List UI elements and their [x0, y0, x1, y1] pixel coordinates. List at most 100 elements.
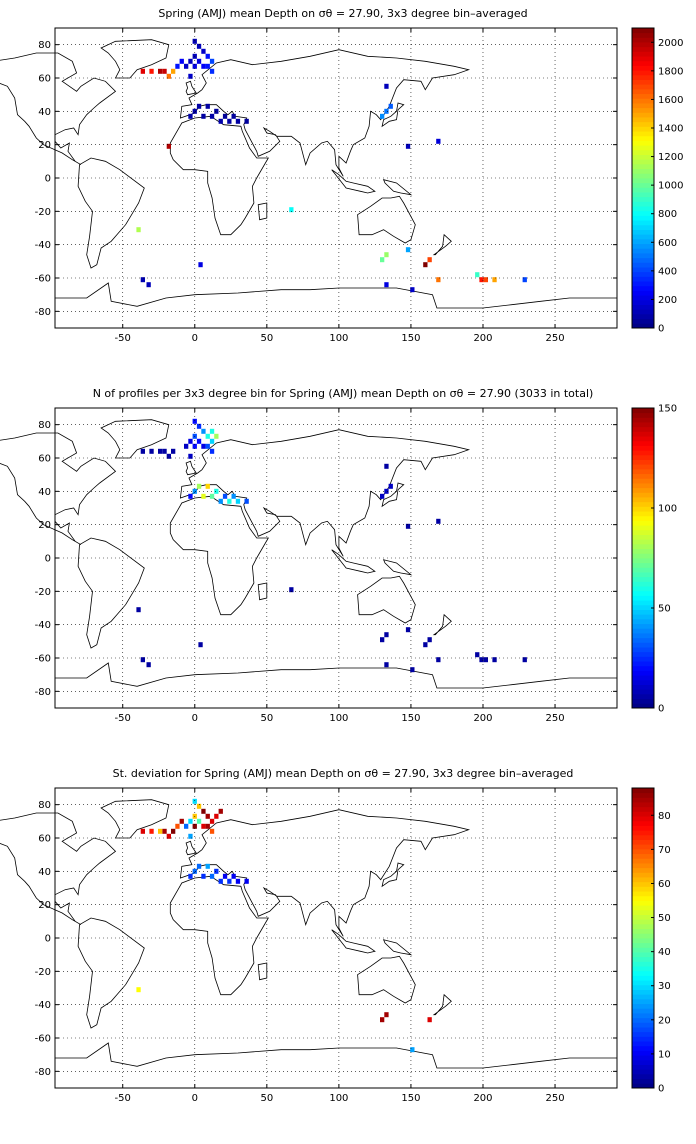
- colorbar-step: [632, 422, 654, 428]
- coastline-antarctica: [54, 1042, 618, 1089]
- data-cell: [423, 642, 428, 648]
- data-cell: [140, 657, 145, 663]
- data-cell: [149, 448, 154, 454]
- data-cell: [196, 43, 202, 49]
- colorbar-step: [632, 478, 654, 484]
- colorbar-step: [632, 679, 654, 685]
- colorbar-step: [632, 501, 654, 507]
- data-cell: [201, 443, 206, 449]
- y-tick-label: 20: [38, 520, 51, 531]
- coastline-japan: [381, 482, 405, 508]
- colorbar: 0 200 400 600 800 1000 1200 1400 1600 1800 2000: [631, 27, 683, 335]
- data-cell: [140, 448, 145, 454]
- data-cell: [479, 277, 484, 283]
- colorbar-tick-label: 50: [658, 913, 671, 924]
- colorbar-step: [632, 234, 654, 240]
- data-cell: [483, 657, 488, 663]
- data-cell: [201, 428, 206, 434]
- data-cell: [146, 282, 151, 288]
- data-cell: [222, 113, 228, 119]
- data-cell: [188, 873, 193, 879]
- data-cell: [188, 818, 193, 824]
- colorbar-step: [632, 604, 654, 610]
- data-cell: [201, 48, 206, 54]
- colorbar-step: [632, 1059, 654, 1065]
- colorbar-step: [632, 135, 654, 141]
- colorbar-step: [632, 210, 654, 216]
- data-cell: [405, 523, 411, 529]
- data-cell: [158, 68, 163, 74]
- coastline-new-zealand: [432, 613, 452, 636]
- colorbar-step: [632, 989, 654, 995]
- colorbar-step: [632, 1050, 654, 1056]
- colorbar-step: [632, 285, 654, 291]
- data-cell: [179, 58, 184, 64]
- colorbar-step: [632, 417, 654, 423]
- colorbar-step: [632, 163, 654, 170]
- data-cell: [205, 483, 210, 489]
- data-cell: [436, 138, 441, 144]
- colorbar-step: [632, 923, 654, 930]
- coastline-antarctica: [54, 662, 618, 709]
- colorbar-step: [632, 905, 654, 911]
- data-cell: [136, 227, 141, 233]
- data-cell: [205, 823, 210, 829]
- colorbar-step: [632, 933, 654, 939]
- data-cell: [166, 143, 171, 149]
- data-cell: [222, 873, 228, 879]
- data-cell: [166, 73, 171, 79]
- coastline-indonesia: [331, 929, 376, 954]
- y-tick-label: 40: [38, 867, 51, 878]
- data-cell: [184, 443, 189, 449]
- coastline-madagascar: [257, 962, 268, 981]
- colorbar-tick-label: 20: [658, 1015, 671, 1026]
- data-cell: [198, 262, 203, 268]
- colorbar-step: [632, 445, 654, 451]
- colorbar-step: [632, 942, 654, 948]
- coastline-north-america: [0, 432, 117, 546]
- colorbar-step: [632, 830, 654, 836]
- colorbar-step: [632, 947, 654, 953]
- data-cell: [162, 448, 167, 454]
- data-cell: [522, 277, 527, 283]
- colorbar-step: [632, 243, 654, 249]
- colorbar-step: [632, 872, 654, 878]
- data-cell: [436, 518, 441, 524]
- data-cell: [209, 438, 215, 444]
- data-cell: [405, 247, 411, 253]
- data-cell: [380, 113, 385, 119]
- data-cell: [427, 257, 432, 263]
- colorbar-step: [632, 42, 654, 48]
- y-tick-label: 20: [38, 900, 51, 911]
- data-cell: [140, 828, 145, 834]
- colorbar-step: [632, 1027, 654, 1033]
- data-cell: [192, 488, 197, 494]
- colorbar-step: [632, 877, 654, 883]
- colorbar-step: [632, 145, 654, 151]
- x-tick-label: -50: [115, 333, 131, 344]
- data-cell: [492, 277, 497, 283]
- y-tick-label: -20: [35, 967, 51, 978]
- colorbar-step: [632, 1073, 654, 1080]
- data-cell: [209, 428, 215, 434]
- data-cell: [201, 808, 206, 814]
- coastline-south-america: [77, 917, 145, 1029]
- colorbar-step: [632, 56, 654, 62]
- colorbar-step: [632, 961, 654, 967]
- data-cell: [410, 287, 415, 293]
- coastline-south-america: [77, 537, 145, 649]
- colorbar-tick-label: 1600: [658, 95, 683, 106]
- coastline-japan: [381, 862, 405, 888]
- data-cell: [196, 863, 202, 869]
- colorbar-step: [632, 154, 654, 160]
- data-cell: [166, 453, 171, 459]
- colorbar-step: [632, 159, 654, 165]
- colorbar-tick-label: 1800: [658, 66, 683, 77]
- y-tick-label: -60: [35, 654, 51, 665]
- data-cell: [192, 418, 197, 424]
- data-cell: [475, 652, 480, 658]
- data-cell: [196, 438, 202, 444]
- colorbar-step: [632, 1022, 654, 1028]
- data-cell: [192, 868, 197, 874]
- y-tick-label: -40: [35, 620, 51, 631]
